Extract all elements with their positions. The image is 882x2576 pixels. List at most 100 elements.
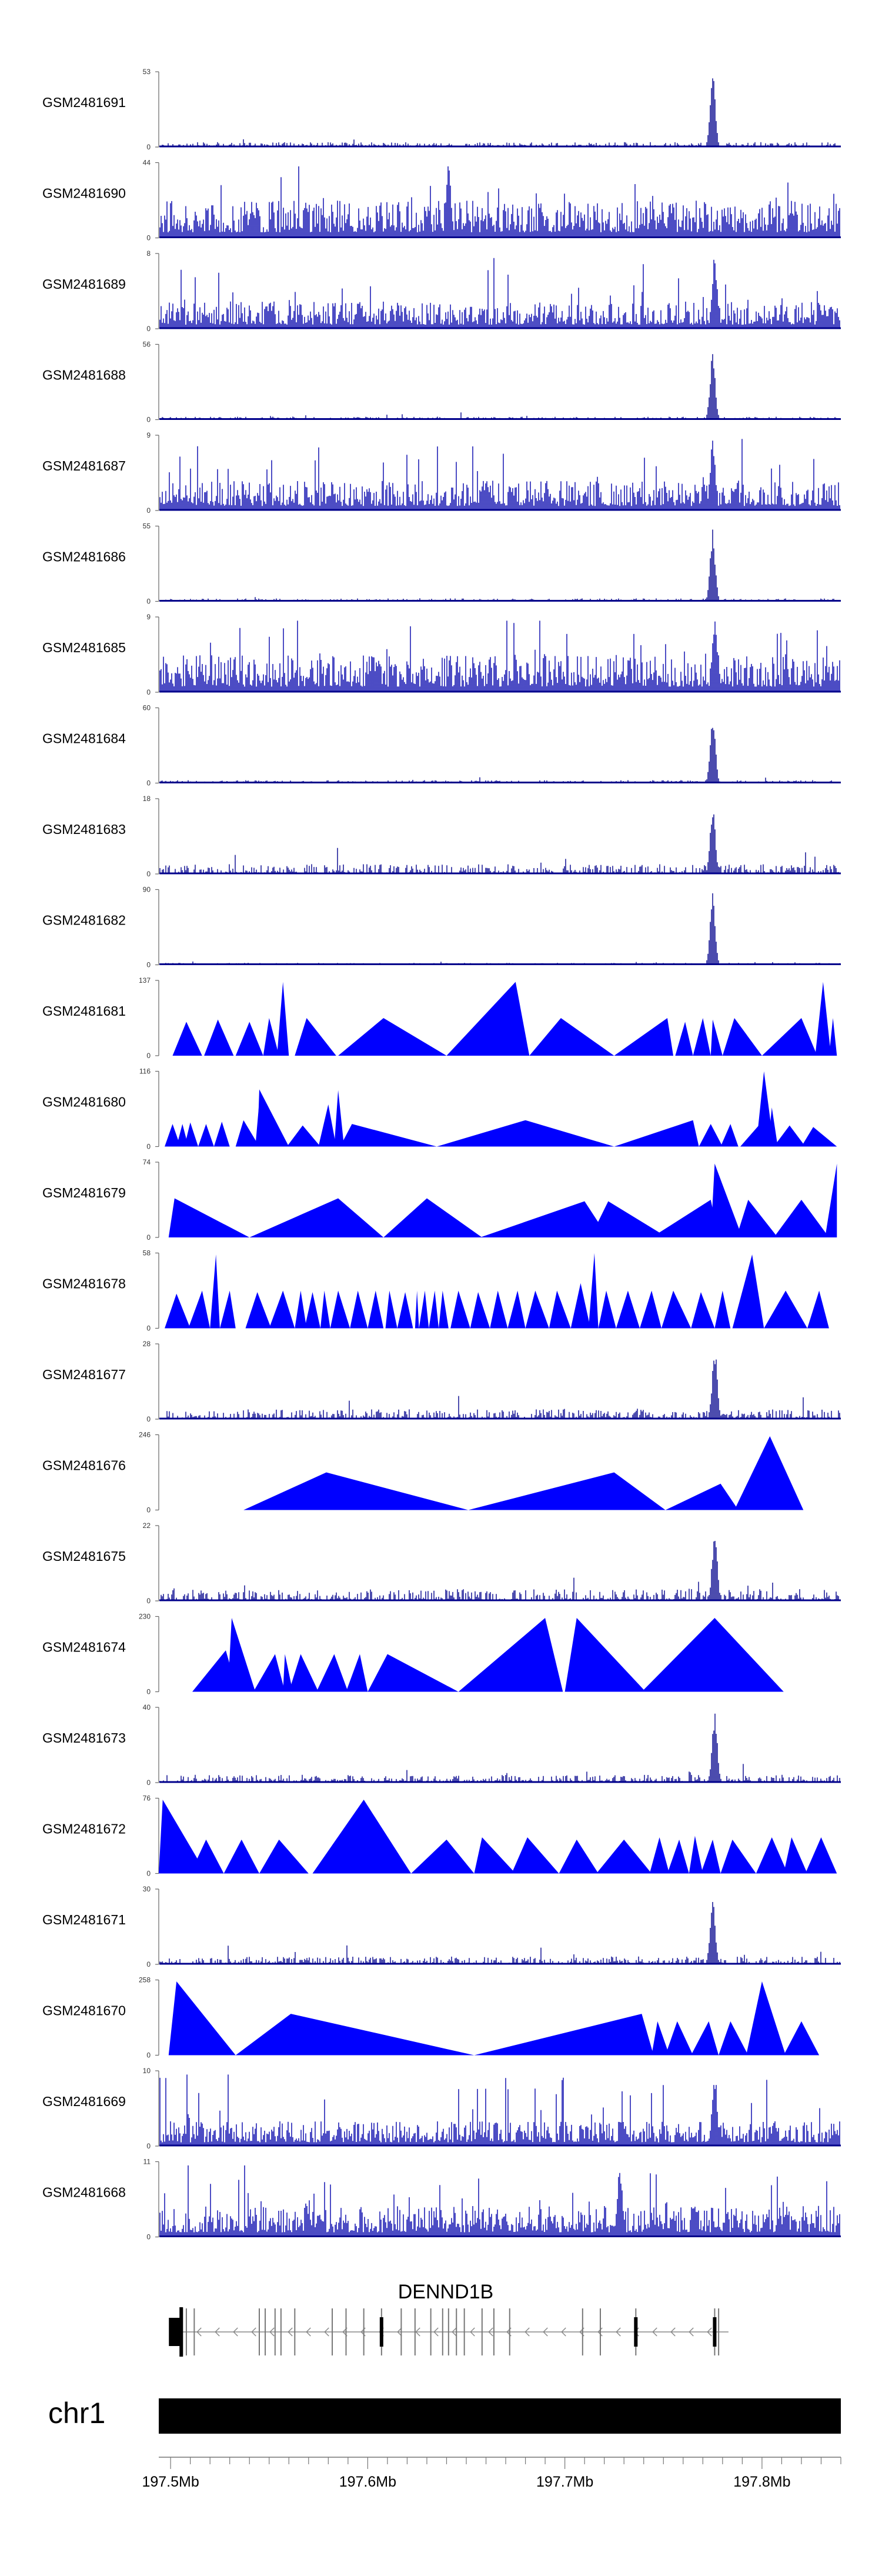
axis-tick-label: 197.8Mb [733,2474,790,2490]
coverage-peak [783,1837,808,1874]
coverage-peak [691,1292,715,1329]
coverage-peak [429,1290,439,1329]
coverage-peak [720,1124,739,1147]
track-GSM2481684: GSM2481684 60 0 [42,704,841,788]
coverage-peak [596,1839,652,1874]
coverage-peak [312,1800,412,1874]
coverage-signal [159,2074,840,2146]
strand-arrow [397,2327,402,2337]
coverage-peak [385,1290,397,1329]
coverage-peak [411,1839,475,1874]
coverage-peak [590,1201,667,1237]
y-axis-max-label: 90 [143,886,151,894]
coverage-peak [176,1124,189,1147]
y-axis-max-label: 44 [143,159,151,167]
strand-arrow [196,2327,202,2337]
coverage-peak [415,1290,419,1329]
y-axis-min-label: 0 [146,1597,151,1605]
coverage-peak [235,2014,475,2056]
coverage-peak [783,2021,820,2056]
coverage-peak [165,1293,191,1329]
track-GSM2481677: GSM2481677 28 0 [42,1340,841,1423]
y-axis-max-label: 137 [139,976,151,985]
track-GSM2481682: GSM2481682 90 0 [42,886,841,969]
coverage-peak [320,1290,330,1329]
track-GSM2481678: GSM2481678 58 0 [42,1249,829,1333]
y-axis-max-label: 10 [143,2067,151,2075]
strand-arrow [324,2327,329,2337]
coverage-peak [642,1618,784,1692]
track-GSM2481689: GSM2481689 8 0 [42,249,841,333]
coverage-peak [188,1290,211,1329]
track-GSM2481675: GSM2481675 22 0 [42,1521,841,1605]
coverage-peak [774,1125,806,1147]
y-axis-min-label: 0 [146,961,151,969]
strand-arrow [670,2327,676,2337]
coverage-peak [204,1019,234,1056]
track-GSM2481680: GSM2481680 116 0 [42,1067,837,1151]
y-axis-max-label: 30 [143,1885,151,1893]
y-axis-min-label: 0 [146,1415,151,1423]
track-label: GSM2481686 [42,549,126,565]
track-GSM2481681: GSM2481681 137 0 [42,976,837,1060]
coverage-peak [219,1290,236,1329]
coverage-peak [318,1104,336,1147]
y-axis-min-label: 0 [146,1233,151,1242]
gene-model-track: DENND1B [169,2281,729,2357]
coverage-peak [507,1290,526,1329]
coverage-peak [338,1018,447,1056]
coverage-peak [263,1018,279,1056]
y-axis-max-label: 18 [143,795,151,803]
y-axis-max-label: 28 [143,1340,151,1348]
coverage-peak [383,1198,482,1237]
coverage-peak [283,1654,293,1692]
coverage-signal [159,166,840,238]
coverage-peak [286,1125,320,1147]
strand-arrow [215,2327,220,2337]
chromosome-bar [159,2398,841,2434]
coverage-peak [436,1120,614,1147]
coverage-peak [235,1022,263,1056]
y-axis-max-label: 116 [139,1067,151,1076]
coverage-peak [722,1018,762,1056]
coverage-peak [616,1290,640,1329]
strand-arrow [689,2327,694,2337]
track-label: GSM2481691 [42,95,126,110]
coverage-peak [330,1290,350,1329]
coverage-peak [210,1254,220,1329]
exon-block [634,2317,638,2347]
coverage-peak [805,1837,837,1874]
track-label: GSM2481690 [42,186,126,201]
strand-arrow [233,2327,238,2337]
coverage-signal [159,728,839,783]
coverage-peak [675,1022,693,1056]
y-axis-min-label: 0 [146,1052,151,1060]
track-GSM2481672: GSM2481672 76 0 [42,1794,837,1878]
axis-tick-label: 197.7Mb [536,2474,593,2490]
coverage-peak [168,1198,250,1237]
coverage-peak [665,1483,739,1510]
coverage-signal [159,78,839,147]
coverage-peak [734,1436,804,1510]
exon-utr-block [169,2318,181,2346]
coverage-peak [340,1124,437,1147]
coverage-peak [756,1071,774,1147]
coverage-peak [172,1022,202,1056]
coverage-peak [439,1290,449,1329]
exon-block [379,2317,383,2347]
strand-arrow [543,2327,548,2337]
coverage-peak [652,1200,719,1237]
coverage-peak [549,1290,571,1329]
coverage-peak [235,1120,259,1147]
track-label: GSM2481672 [42,1821,126,1837]
coverage-peak [815,982,831,1056]
coverage-signal [159,1541,840,1601]
coverage-peak [640,1290,662,1329]
coverage-peak [667,1839,689,1874]
axis-tick-label: 197.5Mb [142,2474,199,2490]
y-axis-min-label: 0 [146,1960,151,1968]
strand-arrow [288,2327,293,2337]
y-axis-max-label: 22 [143,1521,151,1530]
strand-arrow [561,2327,566,2337]
coverage-peak [198,1124,214,1147]
